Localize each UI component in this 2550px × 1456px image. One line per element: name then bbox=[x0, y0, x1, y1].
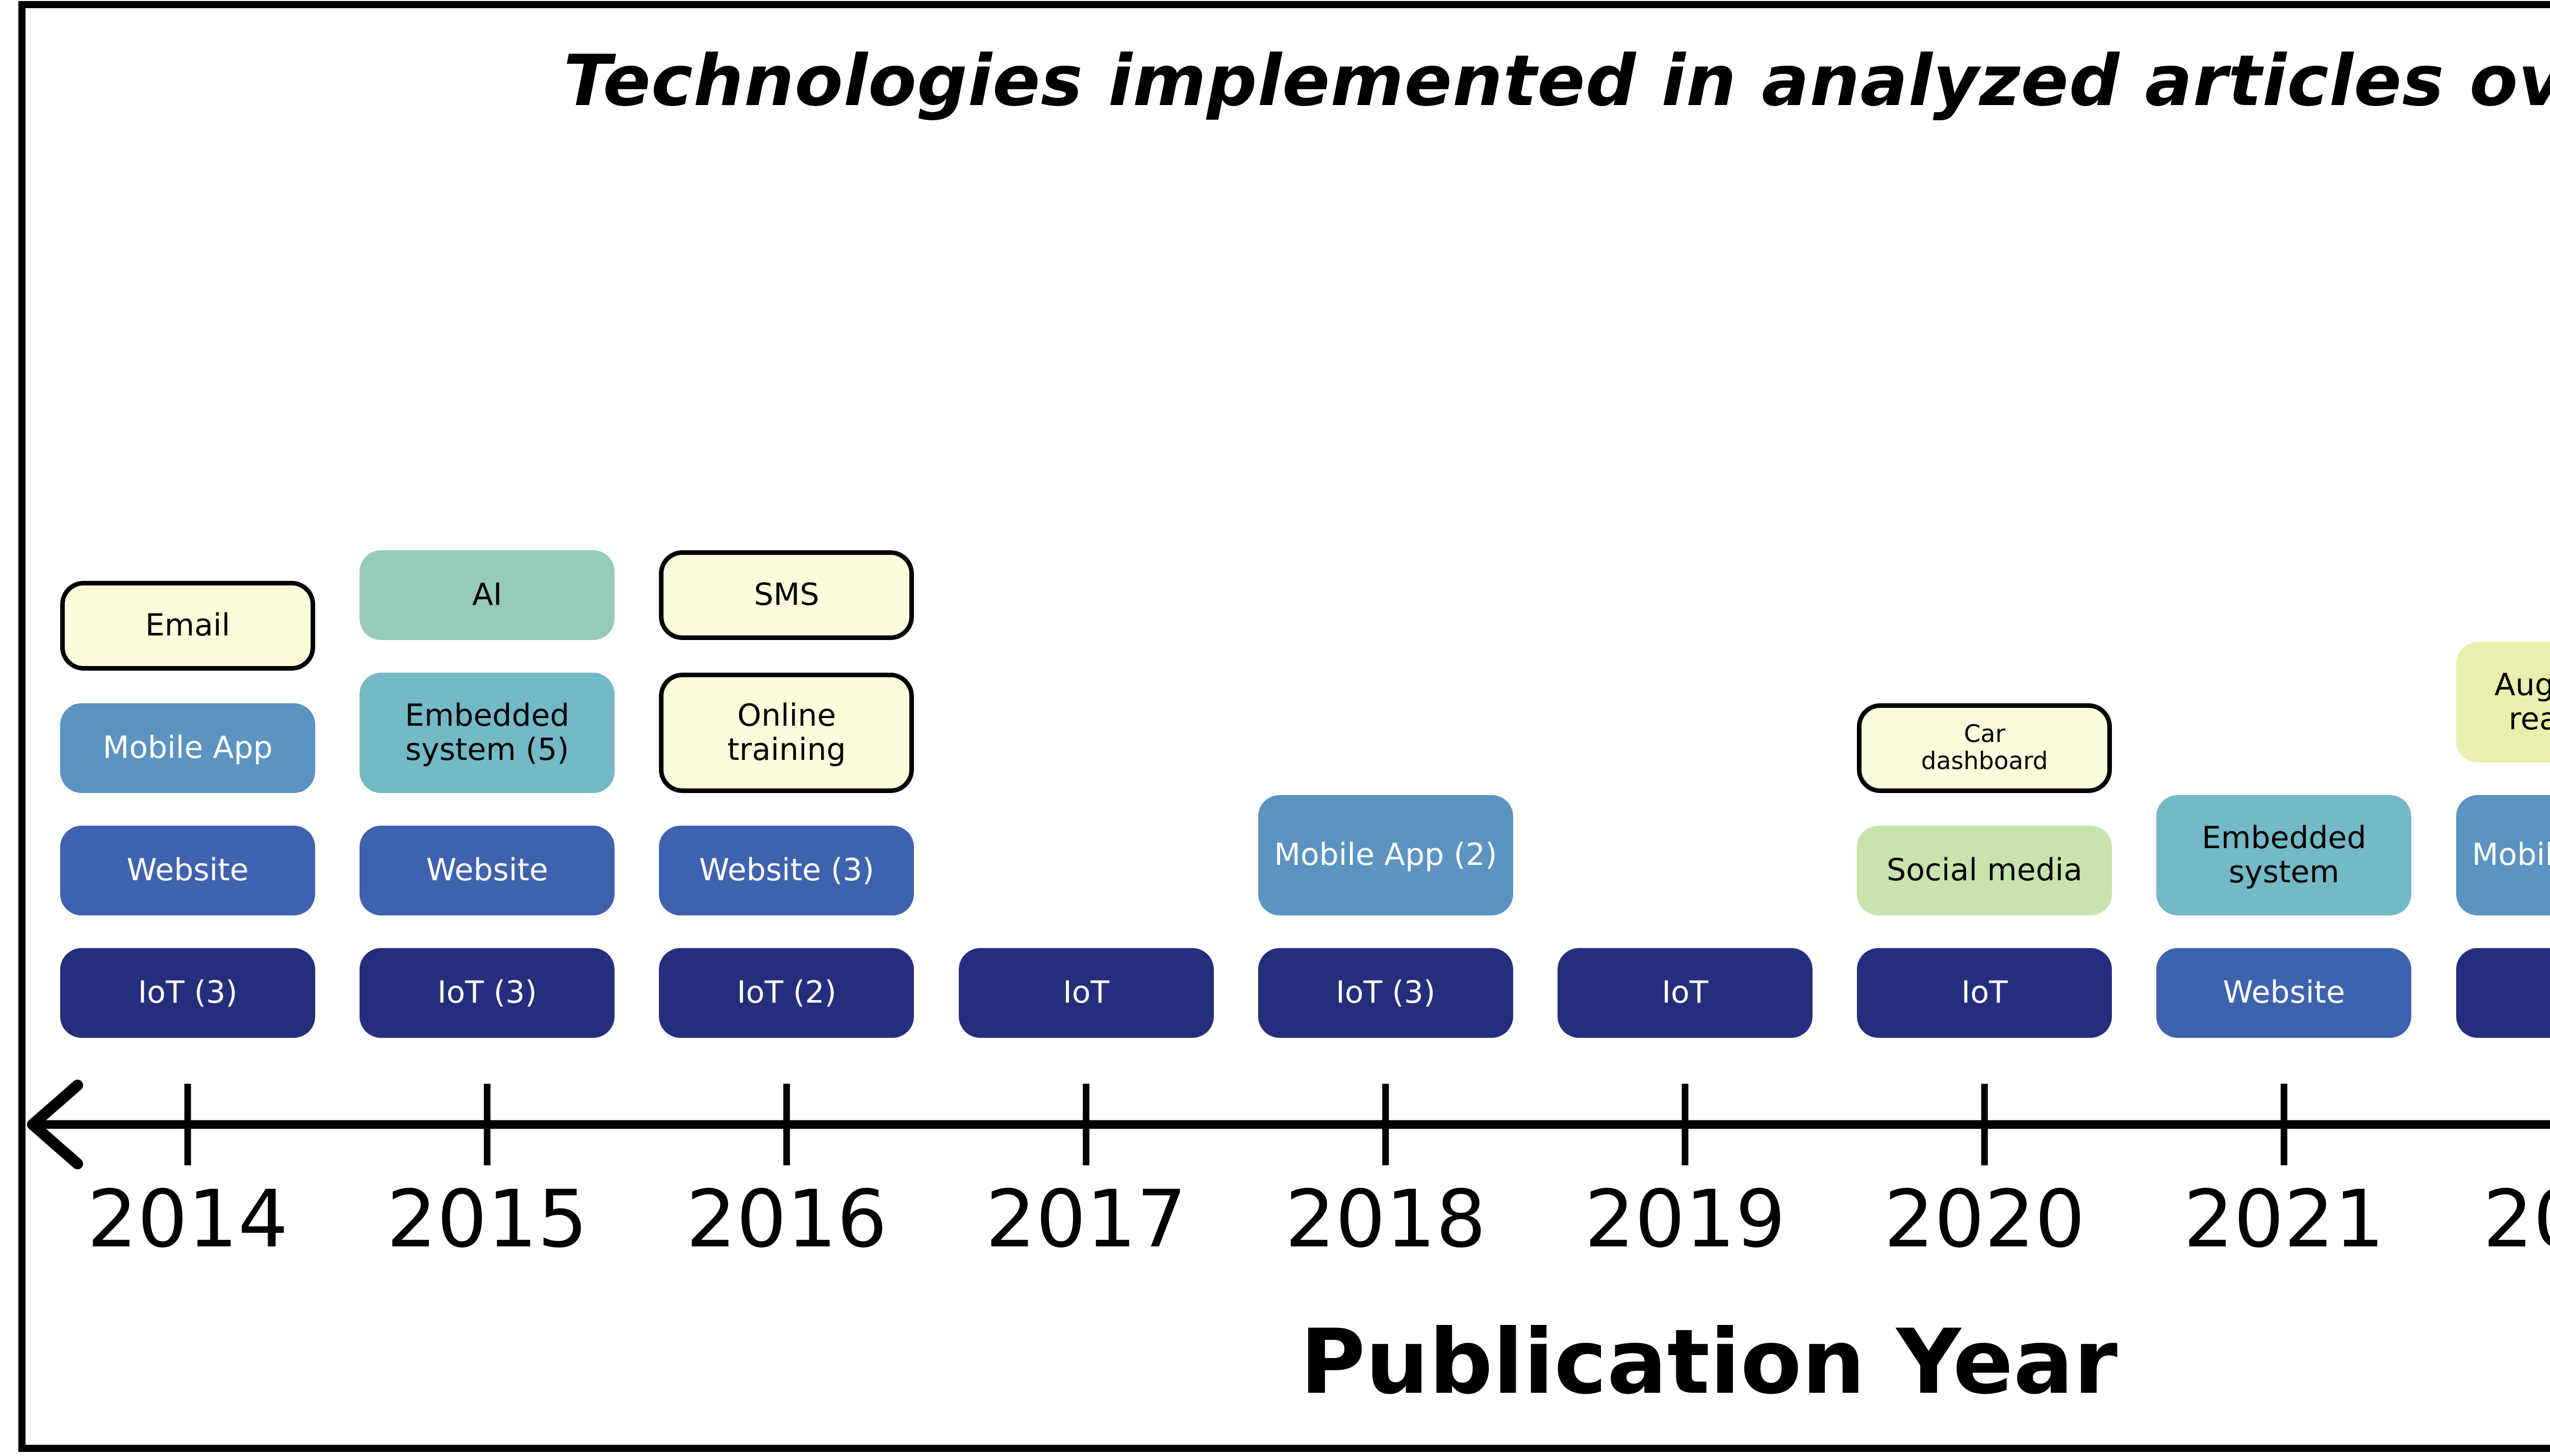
year-column-2022: IoT Mobile App (2) Augmented reality (2) bbox=[2456, 642, 2550, 1038]
year-column-2016: IoT (2) Website (3) Online training SMS bbox=[659, 550, 914, 1038]
tech-box-embedded-system: Embedded system bbox=[2156, 795, 2412, 915]
tech-box-car-dashboard: Car dashboard bbox=[1857, 703, 2112, 793]
year-column-2014: IoT (3) Website Mobile App Email bbox=[60, 581, 315, 1038]
tech-box-website: Website bbox=[60, 826, 315, 915]
year-label-2022: 2022 bbox=[2483, 1173, 2550, 1265]
tech-box-augmented-reality-2: Augmented reality (2) bbox=[2456, 642, 2550, 762]
year-label-2019: 2019 bbox=[1584, 1173, 1786, 1265]
tech-box-mobile-app-2: Mobile App (2) bbox=[2456, 795, 2550, 915]
year-column-2019: IoT bbox=[1558, 948, 1813, 1038]
year-label-2016: 2016 bbox=[686, 1173, 887, 1265]
year-column-2018: IoT (3) Mobile App (2) bbox=[1258, 795, 1513, 1038]
year-column-2017: IoT bbox=[958, 948, 1214, 1038]
year-label-2014: 2014 bbox=[87, 1173, 289, 1265]
tech-box-email: Email bbox=[60, 581, 315, 671]
tech-box-social-media: Social media bbox=[1857, 826, 2112, 915]
tech-box-website: Website bbox=[2156, 948, 2412, 1038]
year-column-2015: IoT (3) Website Embedded system (5) AI bbox=[360, 550, 615, 1038]
tech-box-iot: IoT bbox=[1558, 948, 1813, 1038]
tech-box-iot-2: IoT (2) bbox=[659, 948, 914, 1038]
chart-title: Technologies implemented in analyzed art… bbox=[563, 40, 2550, 122]
tech-box-iot: IoT bbox=[1857, 948, 2112, 1038]
year-column-2021: Website Embedded system bbox=[2156, 795, 2412, 1038]
tech-box-iot: IoT bbox=[2456, 948, 2550, 1038]
tech-box-online-training: Online training bbox=[659, 673, 914, 793]
tech-box-iot-3: IoT (3) bbox=[60, 948, 315, 1038]
tech-box-mobile-app: Mobile App bbox=[60, 703, 315, 793]
tech-box-ai: AI bbox=[360, 550, 615, 640]
year-label-2015: 2015 bbox=[386, 1173, 588, 1265]
tech-box-iot-3: IoT (3) bbox=[360, 948, 615, 1038]
tech-box-website: Website bbox=[360, 826, 615, 915]
tech-box-iot-3: IoT (3) bbox=[1258, 948, 1513, 1038]
x-axis-title: Publication Year bbox=[1299, 1311, 2118, 1414]
tech-box-website-3: Website (3) bbox=[659, 826, 914, 915]
tech-box-iot: IoT bbox=[958, 948, 1214, 1038]
year-label-2020: 2020 bbox=[1883, 1173, 2085, 1265]
tech-box-mobile-app-2: Mobile App (2) bbox=[1258, 795, 1513, 915]
axis-arrow-left bbox=[27, 1080, 83, 1169]
year-label-2021: 2021 bbox=[2183, 1173, 2385, 1265]
tech-box-embedded-system-5: Embedded system (5) bbox=[360, 673, 615, 793]
year-label-2017: 2017 bbox=[985, 1173, 1187, 1265]
tech-box-sms: SMS bbox=[659, 550, 914, 640]
year-label-2018: 2018 bbox=[1285, 1173, 1487, 1265]
year-column-2020: IoT Social media Car dashboard bbox=[1857, 703, 2112, 1038]
